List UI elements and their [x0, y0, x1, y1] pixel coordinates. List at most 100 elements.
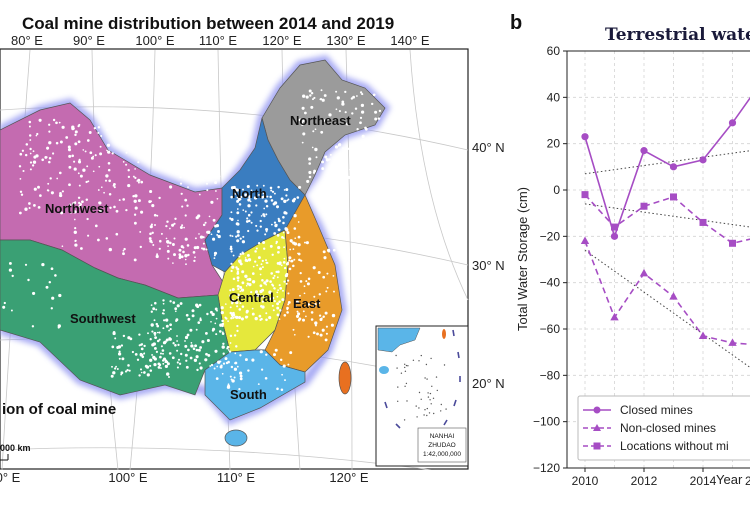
inset-island-dot — [396, 367, 398, 369]
coal-mine-dot — [329, 178, 332, 180]
coal-mine-dot — [230, 211, 233, 214]
coal-mine-dot — [227, 320, 229, 322]
coal-mine-dot — [347, 175, 351, 180]
coal-mine-dot — [241, 252, 245, 255]
coal-mine-dot — [284, 227, 288, 231]
coal-mine-dot — [271, 304, 274, 307]
regions — [0, 59, 386, 447]
lon-top-110: 110° E — [199, 33, 238, 48]
coal-mine-dot — [99, 152, 103, 156]
coal-mine-dot — [276, 291, 279, 294]
coal-mine-dot — [209, 365, 212, 367]
coal-mine-dot — [229, 342, 232, 344]
coal-mine-dot — [132, 175, 135, 178]
coal-mine-dot — [248, 219, 251, 223]
coal-mine-dot — [153, 213, 157, 217]
coal-mine-dot — [306, 304, 309, 307]
coal-mine-dot — [184, 214, 187, 217]
coal-mine-dot — [227, 360, 230, 364]
coal-mine-dot — [210, 174, 214, 177]
inset-island-dot — [397, 400, 399, 402]
coal-mine-dot — [282, 237, 285, 240]
coal-mine-dot — [179, 176, 182, 179]
coal-mine-dot — [201, 340, 205, 344]
inset-island-dot — [420, 354, 422, 357]
coal-mine-dot — [283, 257, 286, 260]
coal-mine-dot — [169, 323, 172, 327]
coal-mine-dot — [149, 364, 152, 367]
coal-mine-dot — [308, 175, 312, 179]
coal-mine-dot — [196, 368, 199, 372]
coal-mine-dot — [256, 264, 259, 267]
coal-mine-dot — [150, 323, 154, 327]
coal-mine-dot — [169, 241, 172, 245]
coal-mine-dot — [166, 372, 170, 376]
coal-mine-dot — [273, 287, 276, 290]
top-longitude-labels: 80° E 90° E 100° E 110° E 120° E 130° E … — [11, 33, 430, 48]
coal-mine-dot — [153, 357, 157, 361]
coal-mine-dot — [303, 292, 306, 295]
coal-mine-dot — [186, 204, 189, 207]
y-tick-label: −80 — [540, 368, 561, 382]
coal-mine-dot — [230, 217, 234, 222]
coal-mine-dot — [258, 193, 261, 196]
coal-mine-dot — [159, 355, 162, 359]
coal-mine-dot — [54, 274, 57, 277]
coal-mine-dot — [198, 303, 202, 307]
lon-bottom-110: 110° E — [217, 470, 256, 485]
coal-mine-dot — [41, 158, 44, 162]
coal-mine-dot — [240, 288, 245, 292]
coal-mine-dot — [340, 161, 344, 165]
coal-mine-dot — [73, 218, 76, 221]
coal-mine-dot — [269, 195, 272, 199]
coal-mine-dot — [218, 175, 221, 178]
coal-mine-dot — [221, 372, 224, 375]
coal-mine-dot — [374, 110, 378, 114]
coal-mine-dot — [255, 224, 258, 227]
coal-mine-dot — [302, 132, 306, 136]
coal-mine-dot — [77, 124, 80, 128]
coal-mine-dot — [109, 125, 113, 128]
coal-mine-dot — [356, 128, 359, 131]
coal-mine-dot — [169, 328, 172, 331]
coal-mine-dot — [25, 143, 29, 146]
coal-mine-dot — [208, 215, 211, 218]
coal-mine-dot — [3, 301, 6, 305]
coal-mine-dot — [245, 284, 248, 287]
coal-mine-dot — [338, 143, 342, 146]
coal-mine-dot — [82, 149, 85, 151]
coal-mine-dot — [259, 219, 262, 223]
coal-mine-dot — [304, 111, 307, 115]
coal-mine-dot — [286, 311, 289, 314]
coal-mine-dot — [265, 227, 269, 232]
coal-mine-dot — [140, 180, 144, 184]
coal-mine-dot — [127, 184, 131, 188]
coal-mine-dot — [214, 307, 218, 311]
map-legend-text: ion of coal mine — [2, 401, 116, 418]
coal-mine-dot — [143, 352, 145, 355]
coal-mine-dot — [295, 314, 300, 318]
map-panel: Coal mine distribution between 2014 and … — [0, 14, 505, 485]
coal-mine-dot — [28, 134, 32, 137]
inset-island-dot — [407, 365, 409, 367]
coal-mine-dot — [35, 154, 39, 158]
coal-mine-dot — [251, 312, 255, 316]
coal-mine-dot — [139, 368, 143, 371]
series-line-closed-mines — [584, 96, 750, 239]
coal-mine-dot — [235, 315, 239, 320]
coal-mine-dot — [24, 153, 28, 157]
coal-mine-dot — [155, 350, 159, 354]
label-northeast: Northeast — [290, 113, 351, 128]
coal-mine-dot — [372, 93, 376, 97]
coal-mine-dot — [320, 130, 324, 134]
coal-mine-dot — [220, 311, 224, 315]
coal-mine-dot — [237, 219, 239, 222]
chart-title: Terrestrial water — [605, 25, 750, 45]
coal-mine-dot — [107, 150, 111, 154]
legend-label-without: Locations without mi — [620, 439, 729, 453]
coal-mine-dot — [273, 274, 276, 277]
coal-mine-dot — [173, 222, 176, 225]
coal-mine-dot — [22, 169, 25, 173]
coal-mine-dot — [146, 373, 150, 377]
coal-mine-dot — [184, 198, 188, 202]
